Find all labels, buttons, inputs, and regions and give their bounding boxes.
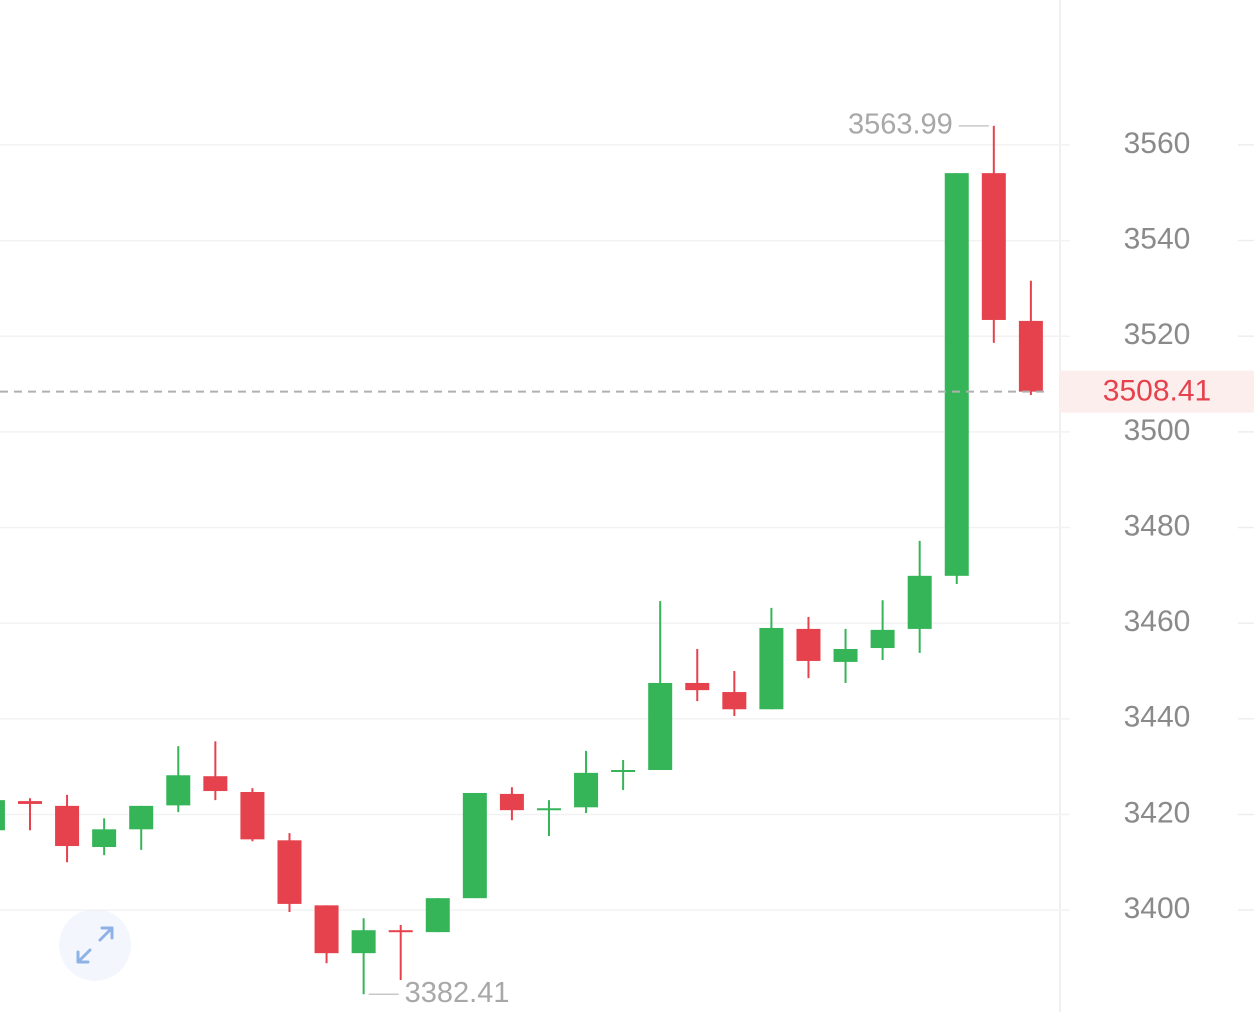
candle-body xyxy=(351,930,376,954)
candle-body xyxy=(759,627,784,710)
candle-body xyxy=(55,805,80,847)
candle-body xyxy=(499,793,524,811)
candle-body xyxy=(870,629,895,649)
candle-body xyxy=(648,682,673,770)
y-tick-label: 3440 xyxy=(1124,701,1191,734)
candle-body xyxy=(796,628,821,661)
expand-bg xyxy=(59,909,131,981)
candle-body xyxy=(425,898,450,933)
candle-body xyxy=(92,829,117,847)
y-tick-label: 3500 xyxy=(1124,414,1191,447)
last-price-label: 3508.41 xyxy=(1103,375,1211,408)
candle-body xyxy=(611,770,636,772)
max-label: 3563.99 xyxy=(848,108,953,140)
y-tick-label: 3400 xyxy=(1124,892,1191,925)
y-tick-label: 3560 xyxy=(1124,127,1191,160)
candle-body xyxy=(129,805,154,830)
candle-body xyxy=(833,649,858,662)
candle-body xyxy=(388,930,413,933)
candle-body xyxy=(574,772,599,808)
min-label: 3382.41 xyxy=(405,977,510,1009)
candle-body xyxy=(536,808,561,811)
candle-body xyxy=(203,776,228,792)
last-price-bg xyxy=(1060,370,1254,413)
y-tick-label: 3460 xyxy=(1124,605,1191,638)
candle-body xyxy=(240,792,265,840)
candle-body xyxy=(166,775,191,806)
y-tick-label: 3520 xyxy=(1124,318,1191,351)
candle-body xyxy=(314,905,339,954)
candle-body xyxy=(277,840,302,904)
y-tick-label: 3540 xyxy=(1124,222,1191,255)
y-tick-label: 3480 xyxy=(1124,509,1191,542)
candle-body xyxy=(944,173,969,576)
expand-button[interactable] xyxy=(59,909,131,981)
expand-icon xyxy=(76,926,114,964)
candle-body xyxy=(722,692,747,710)
candle-body xyxy=(1018,320,1043,392)
candle-body xyxy=(0,800,5,831)
candle-body xyxy=(981,173,1006,320)
candle-body xyxy=(685,682,710,691)
candle-body xyxy=(18,801,42,804)
candle-body xyxy=(907,575,932,629)
y-tick-label: 3420 xyxy=(1124,796,1191,829)
candle-body xyxy=(462,792,487,899)
